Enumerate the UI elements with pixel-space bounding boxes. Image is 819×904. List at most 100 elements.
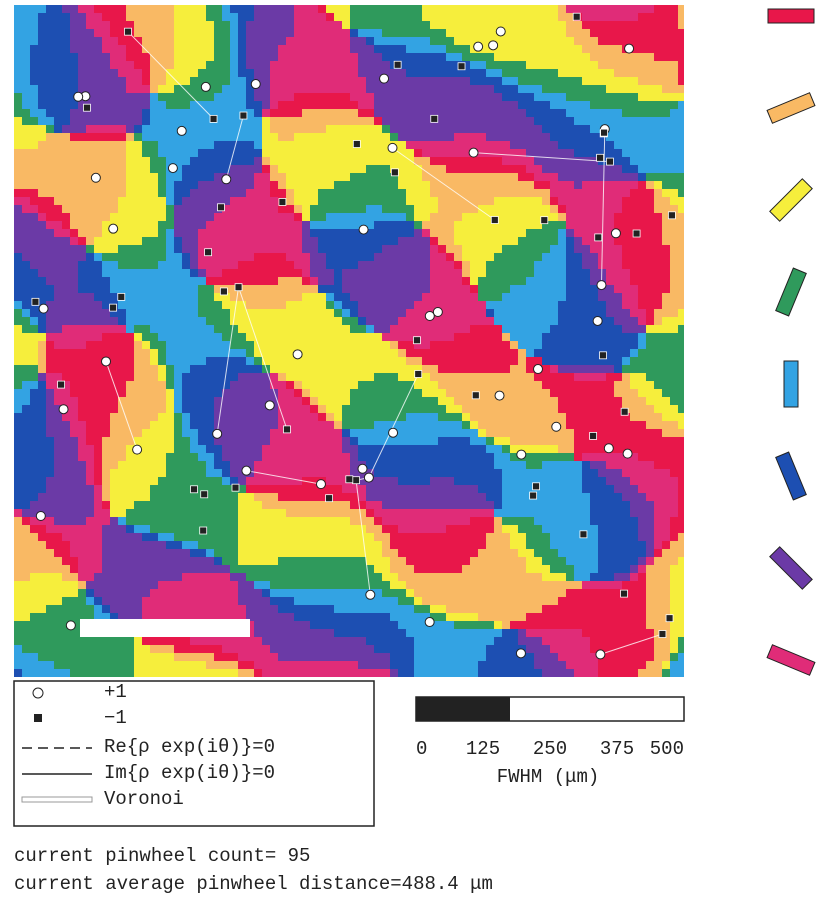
map-cell [206, 445, 214, 453]
map-cell [150, 133, 158, 141]
map-cell [206, 461, 214, 469]
map-cell [630, 333, 638, 341]
map-cell [326, 29, 334, 37]
map-cell [126, 165, 134, 173]
map-cell [582, 165, 590, 173]
map-cell [270, 53, 278, 61]
map-cell [518, 77, 526, 85]
map-cell [230, 117, 238, 125]
map-cell [526, 461, 534, 469]
map-cell [118, 13, 126, 21]
map-cell [622, 461, 630, 469]
map-cell [646, 133, 654, 141]
map-cell [430, 53, 438, 61]
map-cell [174, 21, 182, 29]
map-cell [382, 21, 390, 29]
map-cell [198, 45, 206, 53]
map-cell [78, 309, 86, 317]
map-cell [326, 437, 334, 445]
map-cell [206, 125, 214, 133]
map-cell [358, 397, 366, 405]
map-cell [70, 333, 78, 341]
map-cell [302, 173, 310, 181]
map-cell [534, 37, 542, 45]
map-cell [662, 165, 670, 173]
map-cell [126, 5, 134, 13]
map-cell [38, 325, 46, 333]
map-cell [326, 413, 334, 421]
map-cell [406, 13, 414, 21]
map-cell [326, 317, 334, 325]
map-cell [166, 381, 174, 389]
map-cell [462, 173, 470, 181]
map-cell [446, 253, 454, 261]
map-cell [342, 181, 350, 189]
map-cell [262, 341, 270, 349]
map-cell [254, 125, 262, 133]
map-cell [630, 189, 638, 197]
map-cell [198, 421, 206, 429]
map-cell [606, 197, 614, 205]
map-cell [22, 29, 30, 37]
map-cell [334, 229, 342, 237]
map-cell [230, 365, 238, 373]
map-cell [398, 253, 406, 261]
map-cell [198, 365, 206, 373]
map-cell [78, 237, 86, 245]
map-cell [54, 173, 62, 181]
map-cell [30, 197, 38, 205]
map-cell [222, 125, 230, 133]
map-cell [430, 85, 438, 93]
map-cell [302, 53, 310, 61]
map-cell [134, 349, 142, 357]
map-cell [102, 277, 110, 285]
map-cell [310, 245, 318, 253]
map-cell [70, 293, 78, 301]
map-cell [78, 125, 86, 133]
map-cell [566, 109, 574, 117]
map-cell [550, 13, 558, 21]
map-cell [14, 205, 22, 213]
map-cell [198, 221, 206, 229]
map-cell [158, 325, 166, 333]
map-cell [230, 141, 238, 149]
map-cell [70, 381, 78, 389]
map-cell [46, 461, 54, 469]
map-cell [118, 189, 126, 197]
map-cell [214, 189, 222, 197]
map-cell [470, 221, 478, 229]
map-cell [326, 229, 334, 237]
map-cell [78, 285, 86, 293]
map-cell [494, 205, 502, 213]
map-cell [286, 277, 294, 285]
map-cell [630, 389, 638, 397]
map-cell [438, 125, 446, 133]
map-cell [654, 317, 662, 325]
map-cell [406, 453, 414, 461]
map-cell [62, 461, 70, 469]
map-cell [606, 165, 614, 173]
map-cell [270, 109, 278, 117]
map-cell [22, 157, 30, 165]
map-cell [238, 141, 246, 149]
map-cell [334, 357, 342, 365]
map-cell [294, 21, 302, 29]
map-cell [558, 101, 566, 109]
map-cell [190, 133, 198, 141]
map-cell [598, 221, 606, 229]
map-cell [374, 205, 382, 213]
map-cell [462, 309, 470, 317]
map-cell [166, 109, 174, 117]
map-cell [366, 93, 374, 101]
map-cell [422, 325, 430, 333]
map-cell [246, 269, 254, 277]
map-cell [374, 341, 382, 349]
map-cell [214, 77, 222, 85]
map-cell [190, 245, 198, 253]
map-cell [606, 381, 614, 389]
map-cell [646, 101, 654, 109]
map-cell [14, 77, 22, 85]
map-cell [486, 165, 494, 173]
map-cell [286, 13, 294, 21]
map-cell [558, 181, 566, 189]
